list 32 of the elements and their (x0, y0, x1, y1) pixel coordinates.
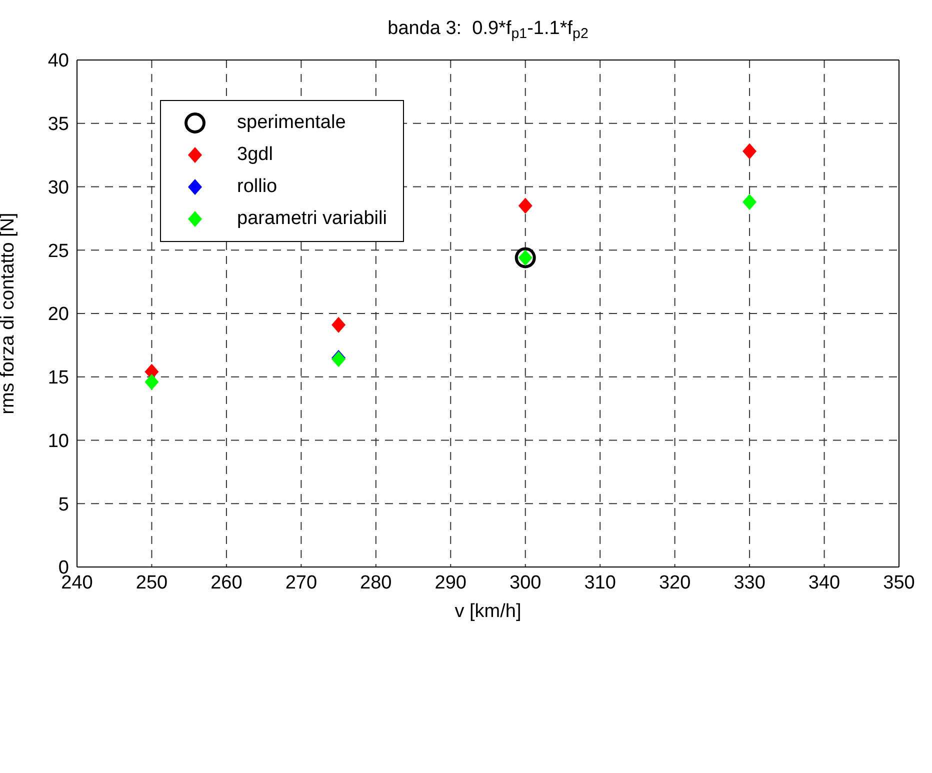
x-tick-label: 270 (285, 572, 318, 594)
point (518, 198, 532, 214)
y-tick-label: 30 (48, 177, 69, 198)
legend-label: rollio (237, 176, 278, 198)
y-axis-title: rms forza di contatto [N] (0, 212, 19, 414)
x-tick-label: 330 (734, 572, 766, 594)
point (742, 143, 757, 160)
point (144, 374, 159, 390)
y-tick-label: 10 (48, 430, 69, 452)
x-tick-label: 290 (434, 572, 466, 594)
legend-label: sperimentale (237, 112, 346, 134)
x-axis-title: v [km/h] (454, 601, 522, 622)
x-tick-label: 340 (808, 572, 840, 594)
legend-label: 3gdl (237, 144, 273, 166)
legend-label: parametri variabili (237, 208, 387, 230)
y-tick-label: 5 (58, 494, 69, 516)
x-tick-label: 280 (360, 572, 392, 594)
y-tick-label: 20 (48, 304, 69, 326)
point (742, 194, 757, 210)
x-tick-label: 320 (658, 572, 691, 594)
x-tick-label: 300 (510, 572, 542, 594)
y-tick-label: 40 (48, 50, 69, 72)
x-tick-label: 310 (584, 572, 616, 594)
y-tick-label: 35 (48, 114, 69, 136)
x-tick-label: 250 (136, 572, 168, 594)
chart-title: banda 3: 0.9*f$_{p1}$-1.1*f$_{p2}$ (388, 18, 588, 42)
point (514, 247, 536, 268)
point (332, 316, 346, 333)
y-tick-label: 25 (48, 240, 69, 262)
x-tick-label: 350 (883, 572, 915, 594)
x-tick-label: 260 (210, 572, 242, 594)
y-tick-label: 15 (48, 368, 69, 389)
